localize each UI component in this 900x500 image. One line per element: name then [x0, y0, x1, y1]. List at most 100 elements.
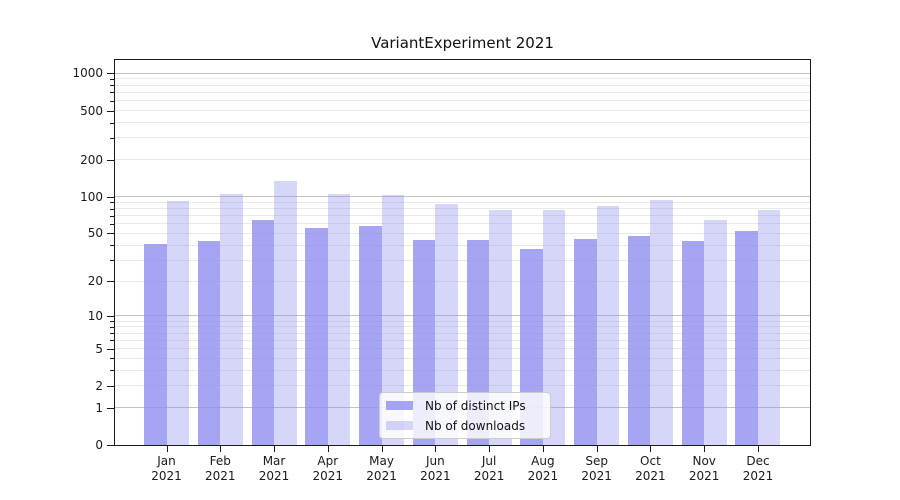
gridline-minor-400	[115, 122, 810, 124]
y-tick-label-100: 100	[80, 189, 103, 204]
bar-downloads-jun-2021	[435, 204, 458, 445]
y-minor-tick-mark-300	[110, 137, 114, 139]
bar-distinct-ips-sep-2021	[574, 239, 597, 445]
gridline-minor-800	[115, 84, 810, 86]
y-tick-mark-5	[107, 348, 114, 350]
gridline-minor-3	[115, 369, 810, 371]
x-tick-mark-nov-2021	[704, 446, 706, 452]
y-tick-label-0: 0	[95, 438, 103, 452]
gridline-minor-500	[115, 110, 810, 112]
gridline-minor-70	[115, 215, 810, 217]
bar-downloads-oct-2021	[650, 200, 673, 445]
gridline-major-10	[115, 315, 810, 317]
x-tick-label-nov-2021: Nov 2021	[688, 454, 720, 483]
x-tick-label-jan-2021: Jan 2021	[151, 454, 182, 483]
bar-downloads-dec-2021	[757, 209, 781, 445]
y-minor-tick-mark-7	[110, 333, 114, 335]
gridline-minor-20	[115, 280, 810, 282]
x-tick-mark-mar-2021	[274, 446, 276, 452]
x-tick-label-sep-2021: Sep 2021	[581, 454, 612, 483]
x-tick-label-feb-2021: Feb 2021	[204, 454, 236, 483]
legend-row-downloads: Nb of downloads	[386, 419, 542, 433]
gridline-minor-30	[115, 259, 810, 261]
bar-downloads-may-2021	[381, 195, 405, 445]
gridline-minor-40	[115, 244, 810, 246]
y-tick-mark-50	[107, 233, 114, 235]
gridline-minor-700	[115, 91, 810, 93]
x-tick-label-aug-2021: Aug 2021	[527, 454, 559, 483]
x-tick-label-jul-2021: Jul 2021	[473, 454, 505, 483]
bar-downloads-jul-2021	[489, 209, 512, 445]
y-tick-mark-100	[107, 196, 114, 198]
bar-downloads-feb-2021	[220, 194, 243, 445]
gridline-minor-5	[115, 348, 810, 350]
y-minor-tick-mark-3	[110, 370, 114, 372]
bar-downloads-aug-2021	[542, 209, 566, 445]
y-minor-tick-mark-900	[110, 78, 114, 80]
y-tick-label-20: 20	[87, 274, 103, 289]
y-minor-tick-mark-80	[110, 208, 114, 210]
y-minor-tick-mark-90	[110, 202, 114, 204]
x-tick-mark-feb-2021	[220, 446, 222, 452]
bar-distinct-ips-apr-2021	[305, 228, 328, 445]
bar-distinct-ips-mar-2021	[251, 219, 275, 445]
y-tick-label-200: 200	[80, 152, 103, 167]
gridline-minor-900	[115, 78, 810, 80]
x-tick-mark-aug-2021	[542, 446, 544, 452]
gridline-minor-60	[115, 223, 810, 225]
bar-distinct-ips-nov-2021	[681, 241, 705, 445]
x-tick-label-oct-2021: Oct 2021	[635, 454, 666, 483]
gridline-minor-90	[115, 201, 810, 203]
bar-distinct-ips-dec-2021	[735, 231, 758, 445]
y-tick-mark-500	[107, 110, 114, 112]
y-minor-tick-mark-30	[110, 260, 114, 262]
x-tick-label-jun-2021: Jun 2021	[420, 454, 451, 483]
gridline-minor-7	[115, 332, 810, 334]
x-tick-mark-apr-2021	[327, 446, 329, 452]
gridline-minor-80	[115, 208, 810, 210]
y-minor-tick-mark-60	[110, 223, 114, 225]
bar-downloads-apr-2021	[327, 194, 351, 445]
x-tick-mark-oct-2021	[650, 446, 652, 452]
y-tick-mark-1	[107, 407, 114, 409]
legend: Nb of distinct IPs Nb of downloads	[379, 392, 551, 439]
gridline-minor-4	[115, 357, 810, 359]
x-tick-mark-jul-2021	[489, 446, 491, 452]
x-tick-label-may-2021: May 2021	[366, 454, 397, 483]
x-tick-label-apr-2021: Apr 2021	[312, 454, 344, 483]
legend-label-distinct-ips: Nb of distinct IPs	[425, 398, 526, 413]
bar-distinct-ips-jan-2021	[144, 243, 167, 445]
y-tick-label-5: 5	[95, 341, 103, 356]
y-minor-tick-mark-70	[110, 215, 114, 217]
legend-label-downloads: Nb of downloads	[425, 418, 526, 433]
x-tick-label-dec-2021: Dec 2021	[742, 454, 774, 483]
x-tick-mark-jun-2021	[435, 446, 437, 452]
bar-distinct-ips-feb-2021	[197, 241, 221, 445]
y-minor-tick-mark-800	[110, 85, 114, 87]
y-tick-label-500: 500	[80, 103, 103, 118]
legend-row-distinct-ips: Nb of distinct IPs	[386, 399, 542, 413]
y-tick-mark-2	[107, 385, 114, 387]
x-tick-mark-sep-2021	[596, 446, 598, 452]
bar-downloads-nov-2021	[704, 220, 727, 445]
y-minor-tick-mark-400	[110, 122, 114, 124]
y-minor-tick-mark-600	[110, 100, 114, 102]
bar-distinct-ips-oct-2021	[627, 235, 651, 445]
x-tick-mark-jan-2021	[166, 446, 168, 452]
plot-area	[114, 59, 811, 446]
x-tick-label-mar-2021: Mar 2021	[258, 454, 290, 483]
chart-title: VariantExperiment 2021	[371, 34, 554, 52]
y-minor-tick-mark-8	[110, 326, 114, 328]
gridline-minor-600	[115, 100, 810, 102]
bar-downloads-jan-2021	[166, 200, 189, 445]
y-tick-mark-200	[107, 159, 114, 161]
gridline-minor-8	[115, 326, 810, 328]
bar-distinct-ips-may-2021	[359, 225, 382, 445]
x-tick-mark-may-2021	[381, 446, 383, 452]
y-minor-tick-mark-4	[110, 358, 114, 360]
y-tick-label-10: 10	[87, 308, 103, 323]
y-tick-mark-20	[107, 281, 114, 283]
gridline-minor-2	[115, 385, 810, 387]
x-tick-mark-dec-2021	[757, 446, 759, 452]
